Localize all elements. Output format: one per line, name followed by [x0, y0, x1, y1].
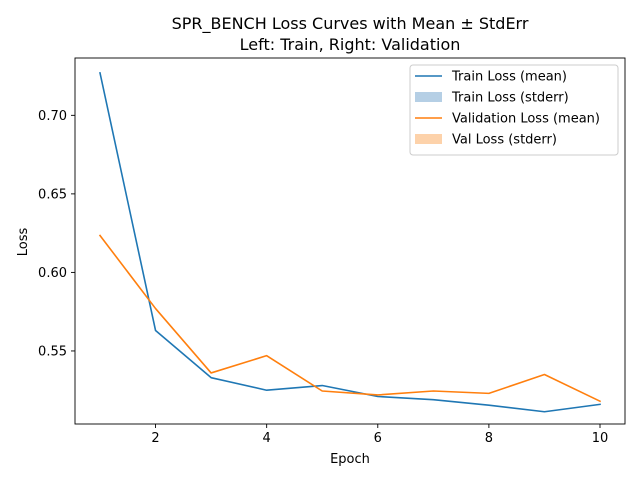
y-tick-label: 0.60	[38, 266, 67, 281]
legend-label: Val Loss (stderr)	[452, 133, 557, 148]
y-tick-label: 0.65	[38, 187, 67, 202]
axes-frame	[74, 57, 626, 425]
legend-label: Validation Loss (mean)	[452, 112, 600, 127]
legend-label: Train Loss (mean)	[451, 70, 567, 85]
chart-title-line1: SPR_BENCH Loss Curves with Mean ± StdErr	[172, 14, 529, 34]
x-tick-label: 10	[592, 431, 609, 446]
series-layer	[98, 71, 602, 413]
x-axis-title: Epoch	[330, 452, 370, 467]
legend-patch-swatch	[415, 134, 442, 144]
series-line-train	[99, 71, 601, 413]
x-tick-label: 2	[151, 431, 159, 446]
chart-title-line2: Left: Train, Right: Validation	[240, 35, 461, 54]
axes-layer: 2 4 6 8 10 0.55 0.60 0.65 0.70	[38, 57, 626, 446]
y-tick-label: 0.70	[38, 109, 67, 124]
legend: Train Loss (mean) Train Loss (stderr) Vali…	[409, 64, 619, 156]
y-axis-title: Loss	[16, 228, 31, 257]
legend-label: Train Loss (stderr)	[451, 91, 569, 106]
x-tick-label: 6	[374, 431, 382, 446]
x-tick-label: 8	[485, 431, 493, 446]
series-line-validation	[98, 234, 602, 403]
legend-patch-swatch	[415, 92, 442, 102]
y-tick-label: 0.55	[38, 344, 67, 359]
x-tick-label: 4	[263, 431, 271, 446]
legend-box	[409, 64, 619, 156]
